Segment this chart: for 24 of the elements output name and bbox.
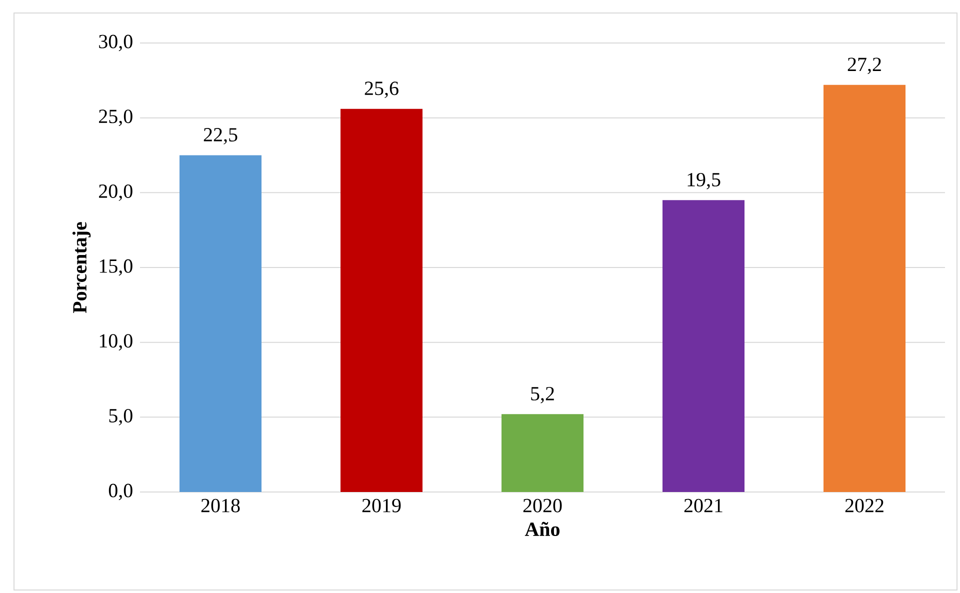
y-tick-label: 30,0 — [99, 34, 132, 52]
x-tick-label: 2022 — [845, 498, 884, 512]
y-axis-title: Porcentaje — [72, 222, 91, 314]
bar — [662, 200, 745, 492]
x-axis-title: Año — [524, 522, 560, 536]
y-tick-label: 25,0 — [99, 110, 132, 126]
y-tick-label: 0,0 — [108, 484, 132, 500]
data-label: 19,5 — [688, 172, 720, 190]
data-label: 22,5 — [204, 128, 238, 144]
y-tick-label: 15,0 — [100, 259, 132, 276]
bar — [502, 414, 584, 492]
y-tick-label: 10,0 — [100, 334, 132, 351]
y-tick-label: 20,0 — [99, 184, 132, 201]
data-label: 5,2 — [531, 386, 554, 404]
data-label: 27,2 — [848, 58, 881, 74]
bar — [180, 155, 262, 492]
x-tick-label: 2020 — [523, 498, 562, 512]
x-tick-label: 2021 — [684, 498, 722, 512]
bar — [340, 108, 423, 492]
data-label: 25,6 — [364, 82, 398, 98]
bar — [824, 84, 906, 492]
x-tick-label: 2018 — [201, 498, 240, 512]
y-tick-label: 5,0 — [109, 408, 132, 426]
x-tick-label: 2019 — [362, 498, 401, 512]
